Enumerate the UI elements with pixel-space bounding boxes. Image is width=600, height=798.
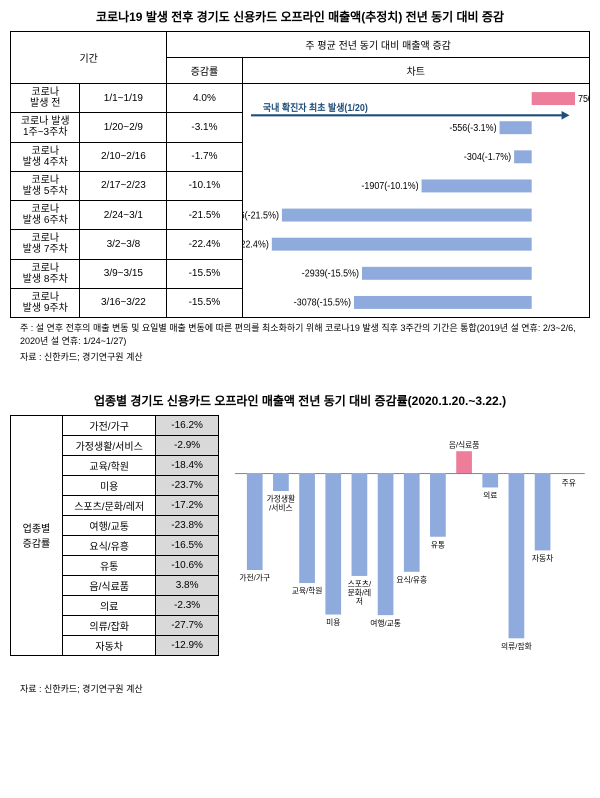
note1: 주 : 설 연후 전후의 매출 변동 및 요일별 매출 변동에 따른 편의를 최… (10, 322, 590, 347)
t1-dates: 3/16~3/22 (80, 288, 167, 317)
t2-cat: 의류/잡화 (62, 615, 156, 635)
t1-rate: -15.5% (167, 259, 242, 288)
t1-rate: -3.1% (167, 113, 242, 142)
svg-text:-304(-1.7%): -304(-1.7%) (463, 152, 510, 162)
th-weekly-avg: 주 평균 전년 동기 대비 매출액 증감 (167, 32, 590, 58)
section2-title: 업종별 경기도 신용카드 오프라인 매출액 전년 동기 대비 증감률(2020.… (10, 392, 590, 409)
chart2: 가전/가구 가정생활/서비스교육/학원미용 스포츠/문화/레저여행/교통 요식/유흥 유… (230, 415, 590, 679)
chart1-cell: 750(4.0%) -556(-3.1%) -304(-1.7%) -1907(-10… (242, 84, 589, 318)
t2-rate: -2.9% (156, 435, 218, 455)
svg-text:-2939(-15.5%): -2939(-15.5%) (301, 268, 358, 278)
t1-rate: -22.4% (167, 230, 242, 259)
svg-text:미용: 미용 (326, 618, 340, 627)
t1-rate: 4.0% (167, 84, 242, 113)
th-chart: 차트 (242, 58, 589, 84)
t1-dates: 3/2~3/8 (80, 230, 167, 259)
t2-cat: 교육/학원 (62, 455, 156, 475)
t2-rate: -18.4% (156, 455, 218, 475)
svg-text:국내 확진자 최초 발생(1/20): 국내 확진자 최초 발생(1/20) (262, 102, 367, 113)
t2-rate: -16.5% (156, 535, 218, 555)
t2-rate: -12.9% (156, 635, 218, 655)
svg-text:/서비스: /서비스 (270, 503, 294, 512)
svg-text:의류/잡화: 의류/잡화 (501, 641, 532, 651)
svg-text:교육/학원: 교육/학원 (292, 586, 323, 596)
t2-cat: 여행/교통 (62, 515, 156, 535)
t2-rate: -23.8% (156, 515, 218, 535)
t2-row-header: 업종별 증감률 (11, 415, 63, 655)
t2-cat: 유통 (62, 555, 156, 575)
svg-text:-556(-3.1%): -556(-3.1%) (449, 123, 496, 133)
t1-phase: 코로나 발생 7주차 (11, 230, 80, 259)
t2-rate: -10.6% (156, 555, 218, 575)
t2-cat: 가정생활/서비스 (62, 435, 156, 455)
svg-text:750(4.0%): 750(4.0%) (578, 93, 589, 103)
t2-rate: -17.2% (156, 495, 218, 515)
table1: 기간 주 평균 전년 동기 대비 매출액 증감 증감률 차트 코로나 발생 전1… (10, 31, 590, 318)
svg-text:가정생활: 가정생활 (267, 493, 296, 503)
t2-rate: -2.3% (156, 595, 218, 615)
section1-title: 코로나19 발생 전후 경기도 신용카드 오프라인 매출액(추정치) 전년 동기… (10, 8, 590, 25)
t2-cat: 의료 (62, 595, 156, 615)
th-rate: 증감률 (167, 58, 242, 84)
t1-phase: 코로나 발생 9주차 (11, 288, 80, 317)
t1-phase: 코로나 발생 6주차 (11, 201, 80, 230)
section2-note: 자료 : 신한카드; 경기연구원 계산 (10, 683, 590, 696)
svg-text:스포츠/: 스포츠/ (348, 579, 372, 588)
svg-text:저: 저 (356, 597, 363, 606)
t1-phase: 코로나 발생 5주차 (11, 171, 80, 200)
t2-cat: 자동차 (62, 635, 156, 655)
t2-rate: -16.2% (156, 415, 218, 435)
t1-phase: 코로나 발생 1주~3주차 (11, 113, 80, 142)
t1-phase: 코로나 발생 8주차 (11, 259, 80, 288)
t1-phase: 코로나 발생 전 (11, 84, 80, 113)
t1-dates: 3/9~3/15 (80, 259, 167, 288)
svg-text:가전/가구: 가전/가구 (240, 572, 271, 582)
t2-cat: 미용 (62, 475, 156, 495)
svg-text:-4501(-22.4%): -4501(-22.4%) (243, 239, 269, 249)
note2: 자료 : 신한카드; 경기연구원 계산 (10, 351, 590, 364)
svg-text:음/식료품: 음/식료품 (449, 440, 480, 449)
t1-rate: -10.1% (167, 171, 242, 200)
svg-text:여행/교통: 여행/교통 (371, 618, 402, 628)
svg-text:요식/유흥: 요식/유흥 (397, 574, 428, 584)
t1-dates: 1/20~2/9 (80, 113, 167, 142)
t2-rate: 3.8% (156, 575, 218, 595)
svg-text:유통: 유통 (431, 540, 445, 549)
table2: 업종별 증감률가전/가구-16.2%가정생활/서비스-2.9%교육/학원-18.… (10, 415, 219, 656)
svg-text:자동차: 자동차 (532, 554, 553, 563)
svg-text:문화/레: 문화/레 (348, 588, 372, 597)
t2-rate: -23.7% (156, 475, 218, 495)
t1-phase: 코로나 발생 4주차 (11, 142, 80, 171)
svg-text:의료: 의료 (483, 490, 497, 500)
t2-rate: -27.7% (156, 615, 218, 635)
t1-rate: -1.7% (167, 142, 242, 171)
t1-dates: 2/10~2/16 (80, 142, 167, 171)
t1-dates: 1/1~1/19 (80, 84, 167, 113)
t2-cat: 요식/유흥 (62, 535, 156, 555)
t2-cat: 가전/가구 (62, 415, 156, 435)
t1-rate: -21.5% (167, 201, 242, 230)
svg-text:-4326(-21.5%): -4326(-21.5%) (243, 210, 279, 220)
t1-dates: 2/24~3/1 (80, 201, 167, 230)
t1-dates: 2/17~2/23 (80, 171, 167, 200)
svg-text:주유: 주유 (562, 478, 576, 487)
t2-cat: 음/식료품 (62, 575, 156, 595)
t1-rate: -15.5% (167, 288, 242, 317)
svg-text:-3078(-15.5%): -3078(-15.5%) (293, 297, 350, 307)
t2-cat: 스포츠/문화/레저 (62, 495, 156, 515)
svg-text:-1907(-10.1%): -1907(-10.1%) (361, 181, 418, 191)
th-period: 기간 (11, 32, 167, 84)
